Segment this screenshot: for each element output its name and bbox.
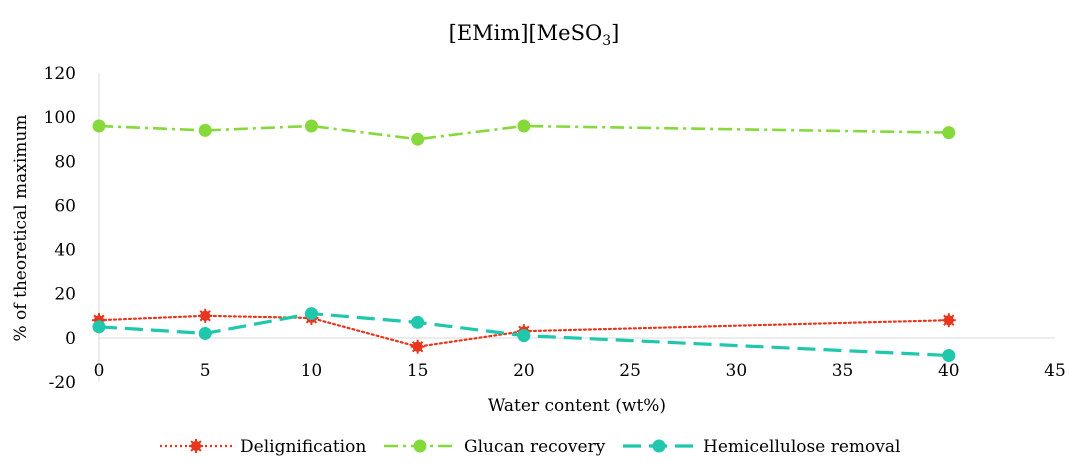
x-tick-labels: 0 5 10 15 20 25 30 35 40 45	[94, 361, 1066, 381]
data-point	[941, 313, 956, 328]
x-tick-label: 25	[619, 361, 641, 381]
data-point	[411, 315, 425, 329]
data-point	[942, 126, 956, 140]
data-point	[198, 308, 213, 323]
x-tick-label: 45	[1044, 361, 1066, 381]
series-layer	[92, 119, 956, 363]
x-tick-label: 5	[200, 361, 211, 381]
x-tick-label: 30	[726, 361, 748, 381]
data-point	[942, 349, 956, 363]
series-line	[98, 124, 949, 141]
data-point	[92, 320, 106, 334]
x-axis-label: Water content (wt%)	[488, 396, 666, 416]
legend-marker	[652, 439, 666, 453]
y-tick-label: 40	[54, 241, 76, 261]
legend-item: Delignification	[160, 437, 366, 457]
legend-label: Delignification	[240, 437, 366, 457]
x-tick-label: 10	[301, 361, 323, 381]
data-point	[198, 123, 212, 137]
data-point	[517, 119, 531, 133]
y-tick-label: 0	[65, 329, 76, 349]
data-point	[411, 132, 425, 146]
y-tick-label: 60	[54, 196, 76, 216]
data-point	[304, 307, 318, 321]
data-point	[92, 119, 106, 133]
legend-marker	[189, 439, 203, 453]
y-axis-label: % of theoretical maximum	[11, 115, 31, 342]
x-tick-label: 35	[832, 361, 854, 381]
legend: Delignification Glucan recovery Hemicellul…	[160, 437, 900, 457]
series-line	[97, 314, 950, 348]
data-point	[304, 119, 318, 133]
data-point	[198, 326, 212, 340]
series-hemicellulose-removal	[92, 307, 956, 363]
y-tick-label: 20	[54, 285, 76, 305]
data-point	[410, 339, 425, 354]
x-tick-label: 40	[938, 361, 960, 381]
series-glucan-recovery	[92, 119, 956, 146]
y-tick-label: -20	[49, 373, 76, 393]
x-tick-label: 15	[407, 361, 429, 381]
data-point	[517, 329, 531, 343]
legend-marker	[413, 439, 427, 453]
chart-title: [EMim][MeSO3]	[449, 21, 620, 49]
y-tick-labels: -20 0 20 40 60 80 100 120	[44, 64, 76, 393]
legend-label: Glucan recovery	[464, 437, 606, 457]
series-line	[98, 311, 949, 358]
x-tick-label: 0	[94, 361, 105, 381]
legend-item: Hemicellulose removal	[623, 437, 900, 457]
legend-item: Glucan recovery	[384, 437, 606, 457]
y-tick-label: 120	[44, 64, 76, 84]
legend-label: Hemicellulose removal	[703, 437, 900, 457]
y-tick-label: 100	[44, 108, 76, 128]
x-tick-label: 20	[513, 361, 535, 381]
y-tick-label: 80	[54, 152, 76, 172]
